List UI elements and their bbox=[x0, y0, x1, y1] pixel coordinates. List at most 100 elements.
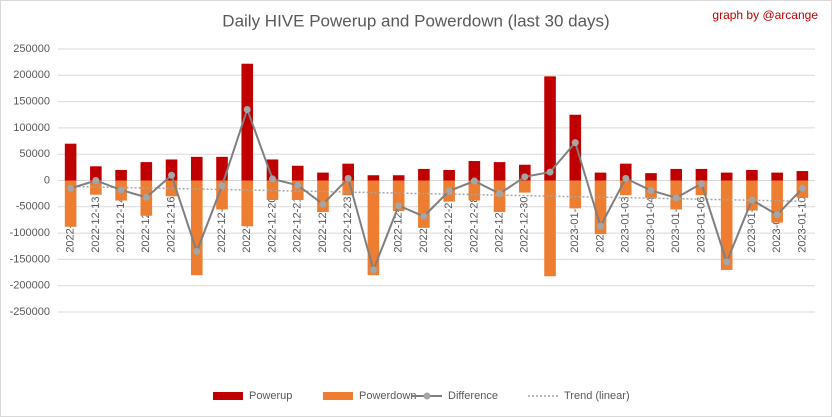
bar bbox=[468, 161, 481, 181]
y-tick-label: -50000 bbox=[16, 201, 50, 213]
bar bbox=[519, 180, 531, 193]
x-tick-label: 2022-12-13 bbox=[90, 197, 102, 253]
bar bbox=[720, 172, 733, 181]
bar bbox=[64, 180, 77, 227]
chart-title: Daily HIVE Powerup and Powerdown (last 3… bbox=[222, 11, 609, 30]
x-tick-label: 2023-01-03 bbox=[620, 197, 632, 253]
bar bbox=[418, 168, 430, 181]
x-tick-label: 2023-01-06 bbox=[695, 197, 707, 253]
legend-swatch bbox=[323, 392, 353, 400]
bar bbox=[493, 162, 506, 181]
difference-marker bbox=[243, 105, 251, 113]
legend-item: Powerdown bbox=[323, 390, 416, 402]
bar bbox=[771, 172, 783, 181]
y-tick-label: 200000 bbox=[13, 69, 50, 81]
x-tick-label: 2023-01-08 bbox=[746, 197, 758, 253]
difference-marker bbox=[319, 200, 327, 208]
bar bbox=[645, 173, 657, 181]
difference-marker bbox=[117, 186, 125, 194]
bar bbox=[216, 156, 228, 181]
bar bbox=[569, 180, 582, 209]
difference-marker bbox=[294, 181, 302, 189]
bar bbox=[317, 180, 329, 213]
bar bbox=[317, 172, 329, 181]
bar bbox=[468, 180, 481, 201]
difference-marker bbox=[92, 177, 100, 184]
bar bbox=[796, 171, 809, 181]
y-tick-label: -200000 bbox=[10, 280, 50, 292]
bar bbox=[519, 164, 531, 181]
legend-item: Trend (linear) bbox=[528, 390, 630, 402]
x-tick-label: 2022-12-18 bbox=[216, 197, 228, 253]
difference-marker bbox=[369, 266, 377, 274]
difference-marker bbox=[672, 194, 680, 202]
bar bbox=[241, 63, 254, 181]
bar bbox=[291, 180, 304, 200]
difference-marker bbox=[496, 190, 504, 198]
legend-marker bbox=[423, 392, 431, 400]
y-tick-label: 150000 bbox=[13, 96, 50, 108]
x-tick-label: 2022-12-27 bbox=[443, 197, 455, 253]
bar bbox=[115, 169, 127, 181]
difference-marker bbox=[470, 177, 478, 185]
trend-line bbox=[70, 185, 803, 203]
difference-marker bbox=[697, 180, 705, 188]
difference-marker bbox=[67, 184, 75, 192]
difference-marker bbox=[597, 222, 605, 230]
bar bbox=[216, 180, 228, 210]
bar bbox=[90, 166, 102, 181]
legend-label: Trend (linear) bbox=[564, 390, 630, 402]
y-tick-label: -250000 bbox=[10, 306, 50, 318]
bar bbox=[670, 168, 683, 181]
bar bbox=[190, 180, 203, 276]
legend-swatch bbox=[213, 392, 243, 400]
difference-marker bbox=[268, 175, 276, 183]
y-tick-label: 50000 bbox=[19, 148, 50, 160]
x-tick-label: 2022-12-16 bbox=[165, 197, 177, 253]
bar bbox=[695, 180, 708, 196]
difference-marker bbox=[647, 186, 655, 194]
difference-marker bbox=[546, 168, 554, 176]
bar bbox=[190, 156, 203, 181]
bar bbox=[367, 180, 380, 276]
difference-marker bbox=[168, 171, 176, 179]
bar bbox=[746, 180, 758, 211]
difference-marker bbox=[395, 202, 403, 210]
bar bbox=[746, 169, 758, 181]
legend-item: Powerup bbox=[213, 390, 292, 402]
bar bbox=[569, 114, 582, 181]
bar bbox=[594, 180, 607, 235]
bar bbox=[619, 163, 632, 181]
bar bbox=[342, 163, 354, 181]
bar bbox=[619, 180, 632, 196]
legend-label: Powerdown bbox=[359, 390, 416, 402]
x-tick-label: 2022-12-28 bbox=[468, 196, 480, 252]
x-tick-label: 2023-01-10 bbox=[796, 197, 808, 253]
x-tick-label: 2023-01-05 bbox=[670, 197, 682, 253]
difference-line bbox=[70, 106, 804, 274]
difference-marker bbox=[521, 173, 529, 181]
credit-annotation: graph by @arcange bbox=[712, 8, 818, 22]
y-tick-label: -100000 bbox=[10, 227, 50, 239]
bar bbox=[266, 159, 279, 181]
x-tick-label: 2022-12-23 bbox=[342, 197, 354, 253]
bar bbox=[544, 76, 556, 181]
y-tick-label: 250000 bbox=[13, 43, 50, 55]
legend-item: Difference bbox=[412, 390, 498, 402]
bar bbox=[392, 175, 405, 181]
bar bbox=[443, 169, 455, 181]
difference-marker bbox=[622, 174, 630, 182]
difference-marker bbox=[142, 193, 150, 201]
bar bbox=[594, 172, 607, 181]
legend-label: Difference bbox=[448, 390, 498, 402]
bar bbox=[64, 143, 77, 181]
bar bbox=[720, 180, 733, 270]
x-tick-label: 2023-01-04 bbox=[645, 197, 657, 253]
bar bbox=[165, 159, 178, 181]
bar bbox=[392, 180, 405, 212]
difference-marker bbox=[798, 184, 806, 192]
difference-marker bbox=[723, 258, 731, 266]
bar bbox=[291, 165, 304, 181]
